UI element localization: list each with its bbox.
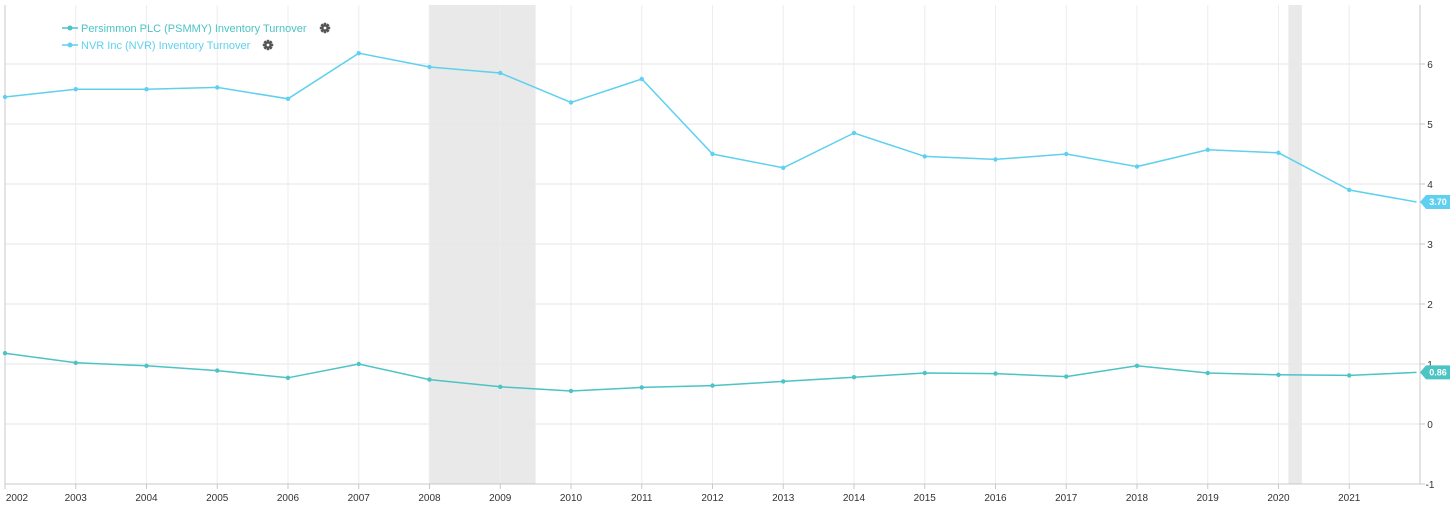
x-tick-label: 2004: [135, 493, 158, 504]
data-point: [215, 85, 220, 90]
last-value-flag: 3.70: [1420, 195, 1450, 209]
y-tick-label: 6: [1427, 60, 1433, 71]
x-tick-label: 2010: [560, 493, 583, 504]
data-point: [1205, 370, 1210, 376]
gear-tooth: [266, 39, 270, 43]
legend-marker: [67, 42, 73, 48]
x-tick-label: 2013: [772, 493, 795, 504]
data-point: [215, 368, 220, 373]
x-tick-label: 2003: [65, 493, 88, 504]
x-tick-label: 2008: [418, 493, 441, 504]
x-tick-label: 2019: [1197, 493, 1220, 504]
legend-label: Persimmon PLC (PSMMY) Inventory Turnover: [81, 23, 307, 35]
last-value-flag: 0.86: [1420, 365, 1450, 380]
data-point: [73, 87, 78, 92]
x-tick-label: 2017: [1055, 493, 1078, 504]
data-point: [639, 385, 644, 390]
data-point: [1276, 372, 1281, 377]
y-tick-label: 4: [1427, 180, 1433, 191]
y-tick-label: -1: [1426, 480, 1435, 491]
y-tick-label: 0: [1427, 420, 1433, 431]
flag-shape: [1420, 365, 1450, 380]
data-point: [427, 64, 432, 70]
data-point: [1205, 147, 1210, 152]
x-tick-label: 2014: [843, 493, 866, 504]
series-line-1: [4, 52, 1417, 203]
data-point: [639, 76, 644, 82]
grid: [4, 5, 1420, 485]
data-point: [427, 377, 432, 382]
axes: -101234562002200320042005200620072008200…: [4, 5, 1435, 504]
x-tick-label: 2012: [701, 493, 724, 504]
x-tick-label: 2005: [206, 493, 229, 504]
x-tick-label: 2011: [631, 493, 653, 504]
data-point: [1347, 373, 1352, 378]
data-point: [1276, 150, 1281, 155]
gear-hole: [266, 43, 270, 47]
data-point: [356, 361, 361, 367]
data-point: [1064, 374, 1069, 379]
gear-icon[interactable]: [319, 22, 331, 34]
last-value-flags: 0.86 3.70: [1420, 195, 1450, 380]
x-tick-label: 2002: [6, 493, 29, 504]
data-point: [2, 94, 8, 100]
legend-item-1[interactable]: NVR Inc (NVR) Inventory Turnover: [62, 39, 274, 52]
gear-tooth: [266, 47, 270, 51]
gear-tooth: [323, 30, 327, 34]
data-point: [498, 384, 503, 389]
legend-marker: [67, 25, 73, 31]
data-point: [568, 388, 574, 394]
gear-icon[interactable]: [262, 39, 274, 51]
data-point: [568, 100, 574, 105]
data-point: [710, 383, 715, 388]
x-tick-label: 2006: [277, 493, 300, 504]
x-tick-label: 2021: [1338, 493, 1361, 504]
gear-tooth: [323, 22, 327, 26]
data-point: [73, 360, 78, 365]
data-point: [710, 151, 715, 157]
data-point: [993, 157, 998, 162]
x-tick-label: 2009: [489, 493, 512, 504]
data-point: [144, 363, 149, 368]
legend[interactable]: Persimmon PLC (PSMMY) Inventory Turnover…: [62, 22, 331, 52]
data-point: [285, 375, 291, 380]
flag-value: 3.70: [1429, 197, 1447, 207]
data-point: [498, 70, 503, 76]
data-point: [922, 370, 927, 376]
y-tick-label: 2: [1427, 300, 1433, 311]
data-point: [851, 130, 857, 136]
data-point: [993, 371, 998, 376]
y-tick-label: 5: [1427, 120, 1433, 131]
data-point: [285, 96, 291, 102]
data-point: [2, 351, 8, 356]
x-tick-label: 2020: [1267, 493, 1290, 504]
data-point: [922, 154, 927, 159]
data-point: [1347, 187, 1352, 193]
x-tick-label: 2016: [984, 493, 1007, 504]
data-point: [144, 87, 149, 92]
data-point: [781, 379, 786, 384]
x-tick-label: 2018: [1126, 493, 1149, 504]
x-tick-label: 2015: [914, 493, 937, 504]
data-point: [851, 375, 857, 380]
legend-label: NVR Inc (NVR) Inventory Turnover: [81, 40, 251, 52]
y-tick-label: 3: [1427, 240, 1433, 251]
x-tick-label: 2007: [348, 493, 371, 504]
data-point: [1134, 363, 1140, 368]
gear-hole: [323, 26, 327, 30]
data-point: [1064, 151, 1069, 157]
data-point: [781, 165, 786, 170]
series-lines: [2, 51, 1417, 394]
flag-shape: [1420, 195, 1450, 209]
flag-value: 0.86: [1429, 367, 1447, 377]
legend-item-0[interactable]: Persimmon PLC (PSMMY) Inventory Turnover: [62, 22, 331, 35]
data-point: [1134, 164, 1140, 169]
data-point: [356, 51, 361, 56]
